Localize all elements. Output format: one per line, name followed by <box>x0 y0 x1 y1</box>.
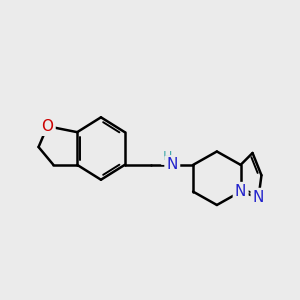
Text: N: N <box>253 190 264 205</box>
Text: O: O <box>41 119 53 134</box>
Text: N: N <box>235 184 246 199</box>
Text: H: H <box>162 150 172 163</box>
Text: N: N <box>167 158 178 172</box>
